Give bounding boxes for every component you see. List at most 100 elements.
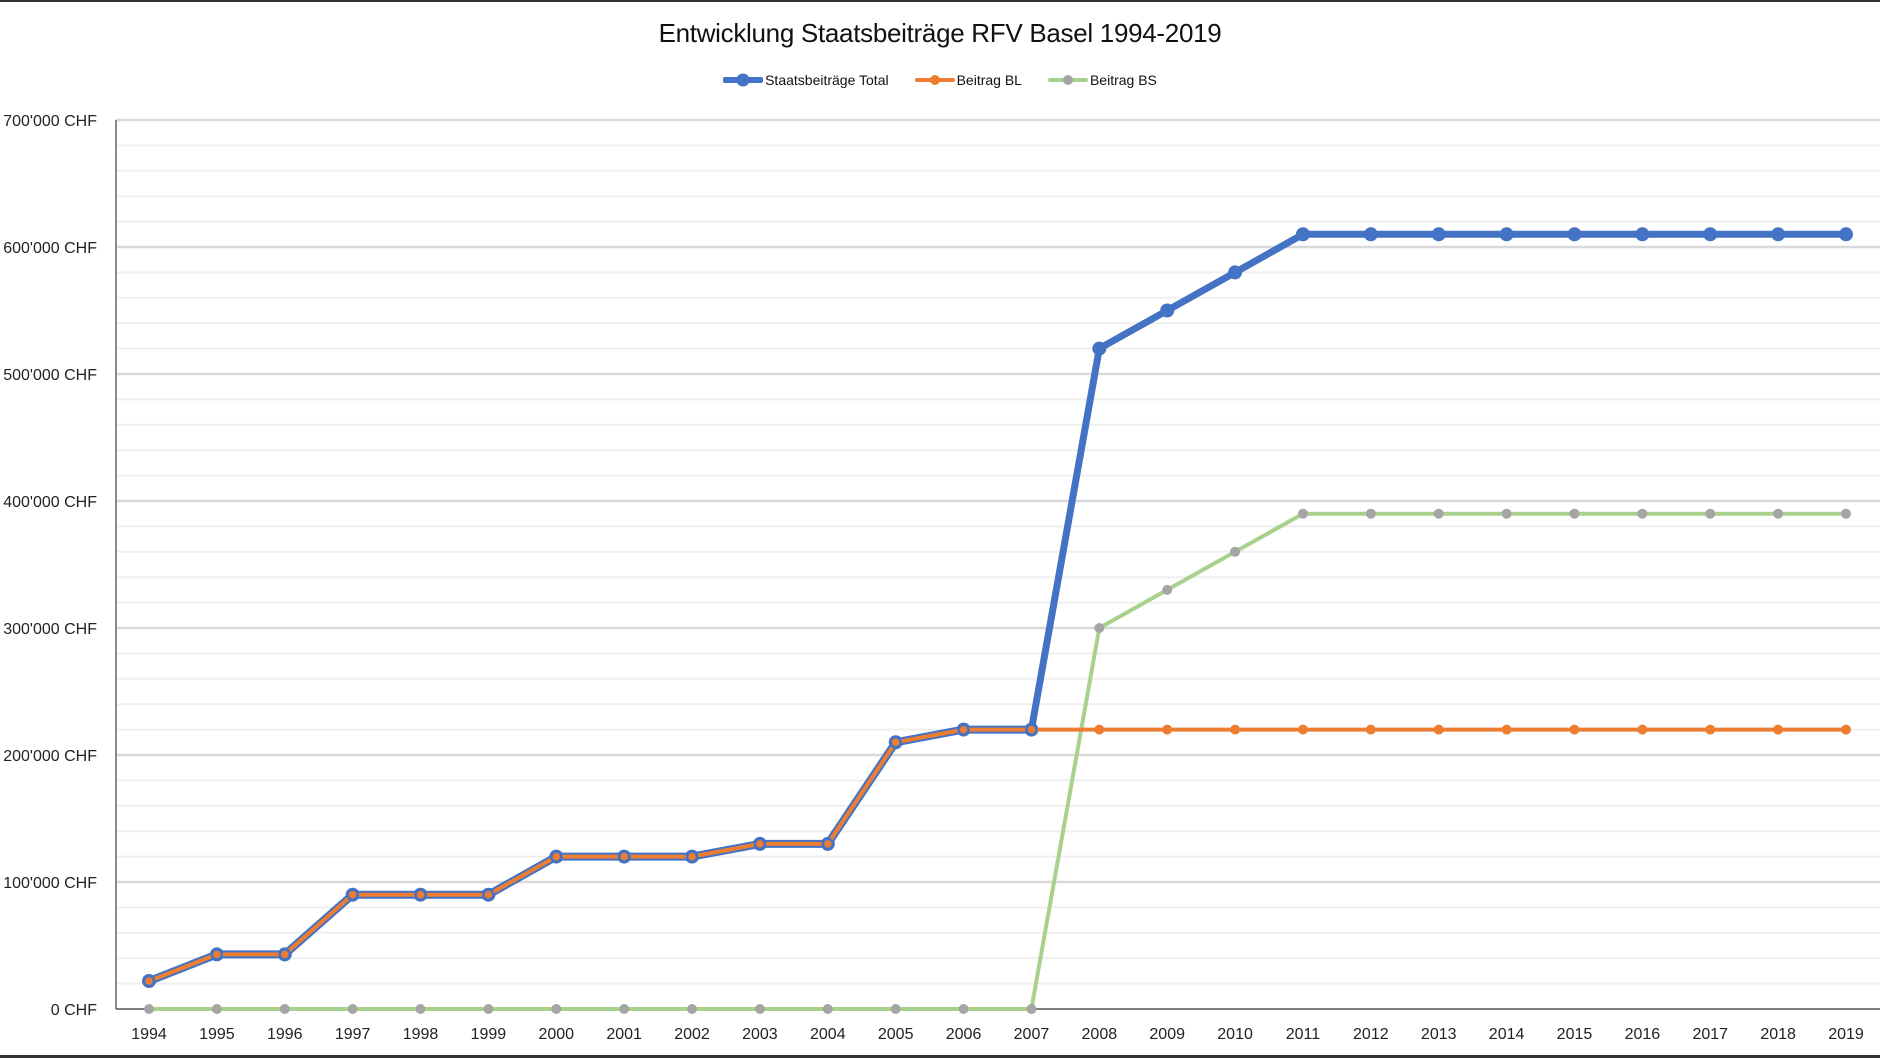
x-tick-label: 1999 bbox=[471, 1026, 507, 1043]
series-line bbox=[147, 727, 1848, 984]
data-point[interactable] bbox=[1230, 724, 1241, 735]
y-tick-label: 200'000 CHF bbox=[3, 748, 97, 765]
data-point[interactable] bbox=[346, 888, 359, 901]
data-point[interactable] bbox=[1841, 724, 1851, 735]
data-point[interactable] bbox=[414, 888, 427, 901]
data-point[interactable] bbox=[1839, 227, 1853, 242]
data-point[interactable] bbox=[1162, 584, 1173, 595]
series-line bbox=[145, 230, 1850, 985]
data-point[interactable] bbox=[1026, 1004, 1037, 1014]
data-point[interactable] bbox=[685, 850, 699, 863]
legend-item-total[interactable]: Staatsbeiträge Total bbox=[723, 72, 889, 88]
legend-item-bl[interactable]: Beitrag BL bbox=[914, 72, 1022, 88]
data-point[interactable] bbox=[1433, 508, 1444, 519]
data-point[interactable] bbox=[1771, 227, 1786, 242]
data-point[interactable] bbox=[1841, 508, 1851, 519]
data-point[interactable] bbox=[142, 974, 156, 988]
data-point[interactable] bbox=[1637, 724, 1648, 735]
data-point[interactable] bbox=[210, 948, 224, 961]
x-tick-label: 1994 bbox=[131, 1026, 167, 1043]
y-tick-label: 0 CHF bbox=[51, 1002, 97, 1019]
data-point[interactable] bbox=[144, 1004, 154, 1014]
data-point[interactable] bbox=[1365, 508, 1376, 519]
x-tick-label: 2006 bbox=[946, 1026, 982, 1043]
data-point[interactable] bbox=[1160, 303, 1175, 318]
x-tick-label: 2014 bbox=[1489, 1026, 1525, 1043]
data-series bbox=[142, 227, 1853, 1014]
data-point[interactable] bbox=[1569, 724, 1580, 735]
data-point[interactable] bbox=[619, 1004, 630, 1014]
x-tick-label: 2003 bbox=[742, 1026, 778, 1043]
data-point[interactable] bbox=[1567, 227, 1582, 242]
data-point[interactable] bbox=[957, 723, 970, 736]
x-tick-label: 2017 bbox=[1692, 1026, 1728, 1043]
x-tick-label: 2019 bbox=[1828, 1026, 1864, 1043]
data-point[interactable] bbox=[889, 736, 902, 749]
legend-label: Beitrag BS bbox=[1089, 72, 1157, 88]
data-point[interactable] bbox=[279, 1004, 290, 1014]
data-point[interactable] bbox=[1433, 724, 1444, 735]
x-tick-label: 2008 bbox=[1082, 1026, 1118, 1043]
data-point[interactable] bbox=[1162, 724, 1173, 735]
x-tick-label: 2012 bbox=[1353, 1026, 1389, 1043]
data-point[interactable] bbox=[1569, 508, 1580, 519]
data-point[interactable] bbox=[1705, 508, 1716, 519]
data-point[interactable] bbox=[1501, 508, 1512, 519]
data-point[interactable] bbox=[1297, 724, 1308, 735]
x-tick-label: 1998 bbox=[403, 1026, 439, 1043]
data-point[interactable] bbox=[483, 1004, 494, 1014]
data-point[interactable] bbox=[347, 1004, 358, 1014]
x-tick-label: 2016 bbox=[1625, 1026, 1661, 1043]
data-point[interactable] bbox=[822, 1004, 833, 1014]
x-tick-label: 2013 bbox=[1421, 1026, 1457, 1043]
data-point[interactable] bbox=[1094, 724, 1105, 735]
data-point[interactable] bbox=[1363, 227, 1378, 242]
data-point[interactable] bbox=[1773, 508, 1784, 519]
data-point[interactable] bbox=[958, 1004, 969, 1014]
legend-label: Beitrag BL bbox=[956, 72, 1022, 88]
series-beitrag-bs bbox=[144, 508, 1851, 1014]
x-tick-label: 2009 bbox=[1149, 1026, 1185, 1043]
x-tick-label: 2002 bbox=[674, 1026, 710, 1043]
bottom-border bbox=[0, 1055, 1880, 1058]
data-point[interactable] bbox=[550, 850, 563, 863]
data-point[interactable] bbox=[211, 1004, 222, 1014]
data-point[interactable] bbox=[687, 1004, 698, 1014]
data-point[interactable] bbox=[1228, 265, 1243, 280]
data-point[interactable] bbox=[278, 948, 292, 961]
data-point[interactable] bbox=[1703, 227, 1718, 242]
data-point[interactable] bbox=[1501, 724, 1512, 735]
y-tick-label: 600'000 CHF bbox=[3, 240, 97, 257]
data-point[interactable] bbox=[1365, 724, 1376, 735]
data-point[interactable] bbox=[482, 888, 495, 901]
x-tick-label: 2010 bbox=[1217, 1026, 1253, 1043]
data-point[interactable] bbox=[1431, 227, 1446, 242]
data-point[interactable] bbox=[890, 1004, 901, 1014]
x-tick-label: 1997 bbox=[335, 1026, 371, 1043]
data-point[interactable] bbox=[1094, 623, 1105, 633]
data-point[interactable] bbox=[1297, 508, 1308, 519]
data-point[interactable] bbox=[1773, 724, 1784, 735]
data-point[interactable] bbox=[821, 837, 835, 851]
y-tick-label: 100'000 CHF bbox=[3, 875, 97, 892]
data-point[interactable] bbox=[1499, 227, 1514, 242]
data-point[interactable] bbox=[415, 1004, 426, 1014]
data-point[interactable] bbox=[754, 1004, 765, 1014]
series-beitrag-bl bbox=[142, 723, 1851, 988]
data-point[interactable] bbox=[1705, 724, 1716, 735]
x-tick-label: 2001 bbox=[606, 1026, 642, 1043]
data-point[interactable] bbox=[1092, 341, 1107, 356]
data-point[interactable] bbox=[1295, 227, 1310, 242]
data-point[interactable] bbox=[1230, 546, 1241, 557]
data-point[interactable] bbox=[1025, 723, 1038, 736]
data-point[interactable] bbox=[551, 1004, 562, 1014]
data-point[interactable] bbox=[617, 850, 631, 863]
x-tick-label: 2011 bbox=[1286, 1026, 1321, 1043]
legend-item-bs[interactable]: Beitrag BS bbox=[1047, 72, 1157, 88]
data-point[interactable] bbox=[1637, 508, 1648, 519]
data-point[interactable] bbox=[753, 837, 767, 851]
legend-line-marker-icon bbox=[914, 73, 955, 87]
top-border bbox=[0, 0, 1880, 2]
data-point[interactable] bbox=[1635, 227, 1650, 242]
